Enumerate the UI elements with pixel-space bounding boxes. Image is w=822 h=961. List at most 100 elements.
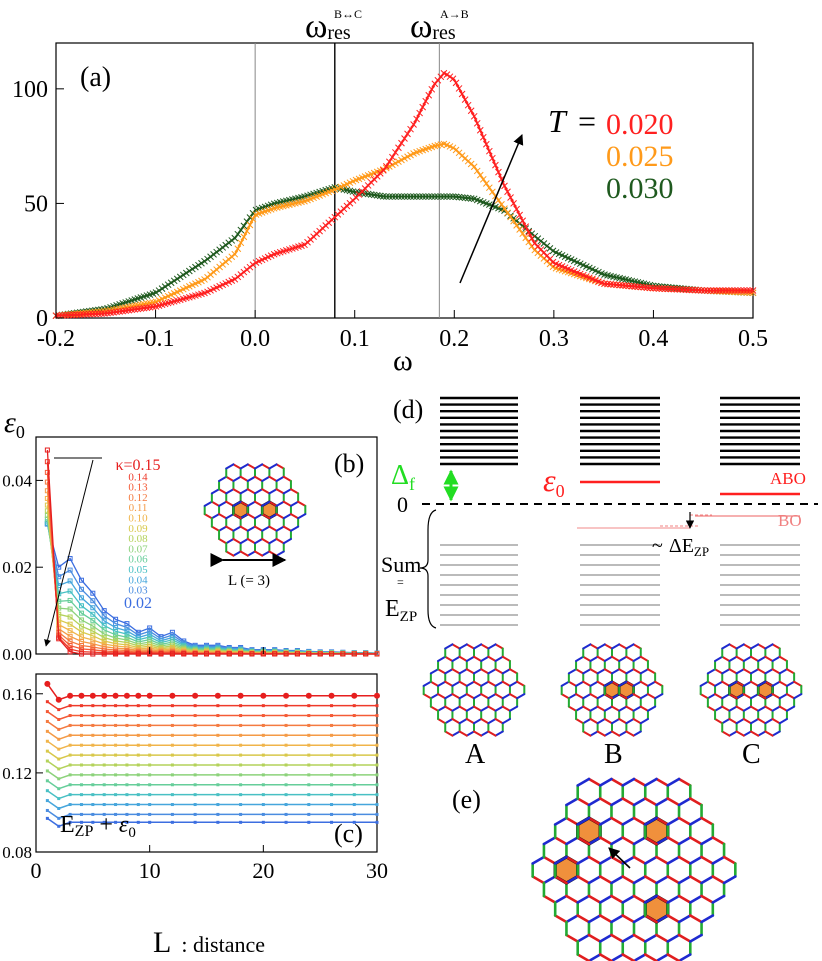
series-point	[670, 285, 678, 293]
bond	[297, 500, 307, 507]
bond	[611, 718, 621, 725]
bond	[239, 550, 249, 557]
bond	[480, 643, 490, 650]
kappa-point	[78, 646, 84, 652]
series-point	[189, 265, 196, 273]
level-point	[148, 803, 152, 807]
bond	[437, 655, 447, 662]
bond	[757, 718, 767, 725]
level-point	[193, 733, 197, 737]
panel-a-frame	[55, 42, 754, 319]
bond	[465, 718, 475, 725]
level-line-11	[46, 799, 377, 810]
level-point	[57, 797, 61, 801]
bond	[666, 816, 681, 826]
kappa-point	[238, 651, 244, 657]
bond	[793, 693, 803, 700]
series-point	[419, 103, 427, 111]
level-point	[45, 808, 49, 812]
level-point	[170, 812, 174, 816]
kappa-point	[78, 586, 84, 592]
panel-e-label: (e)	[452, 785, 481, 814]
x-tick-label: 30	[366, 858, 388, 883]
bond	[473, 643, 483, 650]
bond	[632, 668, 642, 675]
level-point	[307, 793, 311, 797]
bond	[677, 894, 692, 904]
level-point	[352, 723, 356, 727]
level-point	[68, 793, 72, 797]
bond	[603, 655, 613, 662]
level-point	[307, 723, 311, 727]
level-point	[125, 820, 129, 824]
kappa-point	[67, 628, 73, 634]
bond	[596, 668, 606, 675]
level-point	[216, 763, 220, 767]
series-line-0	[55, 186, 754, 317]
bond	[246, 525, 256, 532]
bond	[589, 643, 599, 650]
bond	[655, 777, 670, 787]
y-tick-label: 50	[24, 191, 48, 217]
kappa-point	[78, 651, 84, 657]
level-point	[136, 783, 140, 787]
level-point	[136, 723, 140, 727]
series-point	[379, 166, 387, 174]
bond	[655, 894, 670, 904]
x-tick-label: 0	[31, 858, 42, 883]
bond	[275, 525, 285, 532]
series-point	[428, 193, 436, 200]
panel-b-ylabel: ε0	[4, 406, 25, 442]
omega-ab-label: ωres	[410, 8, 456, 45]
level-point	[57, 747, 61, 751]
level-point	[79, 763, 83, 767]
kappa-point	[329, 651, 335, 657]
bond	[611, 668, 621, 675]
bond	[603, 643, 613, 650]
bond	[688, 855, 703, 865]
level-point	[57, 757, 61, 761]
bond	[714, 705, 724, 712]
kappa-point	[249, 651, 255, 657]
bond	[261, 475, 271, 482]
kappa-point	[113, 635, 119, 641]
bond	[632, 680, 642, 687]
level-point	[125, 773, 129, 777]
level-point	[330, 773, 334, 777]
bond	[282, 500, 292, 507]
series-point	[434, 193, 442, 200]
series-point	[455, 85, 463, 92]
bond	[553, 855, 568, 865]
bond	[268, 488, 278, 495]
bond	[465, 668, 475, 675]
bond	[655, 933, 670, 943]
series-point	[243, 227, 251, 235]
level-point	[239, 714, 243, 718]
level-point	[45, 816, 49, 820]
bond	[728, 655, 738, 662]
bond	[771, 693, 781, 700]
bond	[487, 643, 497, 650]
level-line-8	[46, 770, 377, 780]
bond	[473, 705, 483, 712]
bond	[565, 797, 580, 807]
kappa-point	[78, 629, 84, 635]
series-point	[479, 175, 487, 183]
level-point	[239, 723, 243, 727]
bond	[437, 680, 447, 687]
level-point	[102, 714, 106, 718]
bond	[268, 500, 278, 507]
x-tick-label: 0.3	[539, 326, 569, 352]
bond	[494, 643, 504, 650]
level-point	[79, 723, 83, 727]
level-point	[79, 793, 83, 797]
bond	[589, 730, 599, 737]
series-point	[470, 163, 478, 171]
bond	[451, 718, 461, 725]
bond	[700, 855, 715, 865]
level-point	[114, 723, 118, 727]
bond	[531, 875, 546, 885]
series-point	[510, 217, 517, 225]
level-point	[239, 820, 243, 824]
level-line-13	[46, 817, 377, 828]
